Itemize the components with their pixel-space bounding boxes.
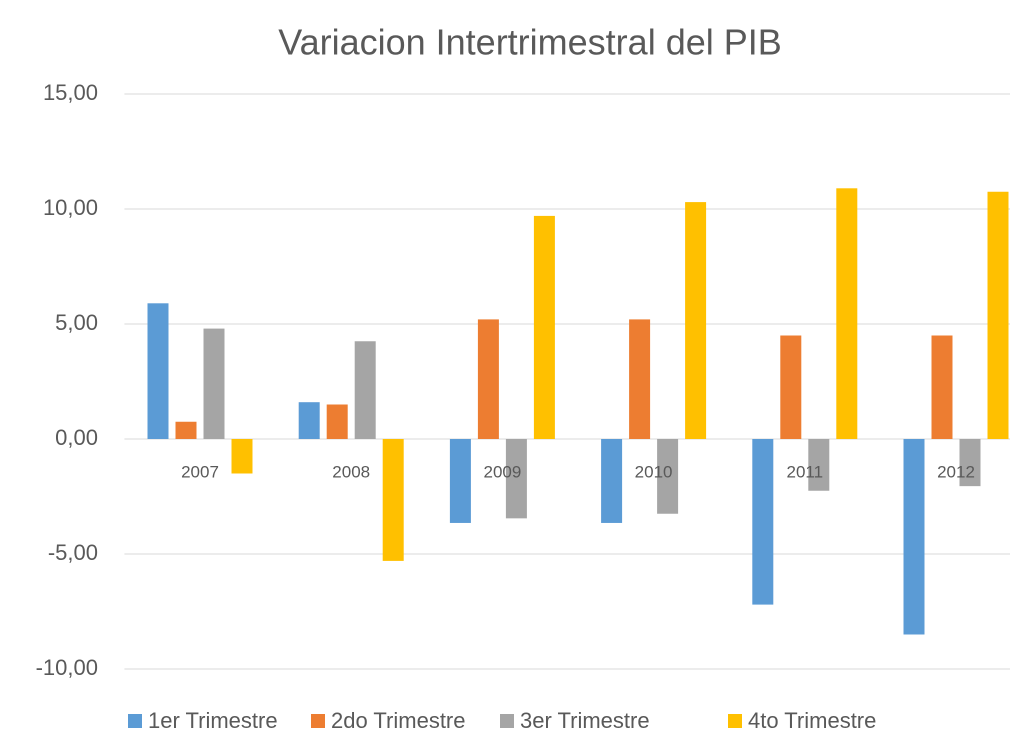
bar bbox=[685, 202, 707, 439]
bar bbox=[752, 439, 774, 605]
y-tick-label: 0,00 bbox=[55, 425, 98, 450]
bar bbox=[657, 439, 679, 514]
bar bbox=[808, 439, 830, 491]
bar bbox=[175, 421, 197, 439]
bar bbox=[780, 335, 802, 439]
y-tick-label: 5,00 bbox=[55, 310, 98, 335]
bar bbox=[298, 402, 320, 439]
legend-label: 4to Trimestre bbox=[748, 708, 876, 733]
x-tick-label: 2008 bbox=[332, 462, 370, 481]
bar bbox=[931, 335, 953, 439]
bar bbox=[354, 341, 376, 439]
x-tick-label: 2009 bbox=[483, 462, 521, 481]
legend-swatch bbox=[728, 714, 742, 728]
legend-label: 3er Trimestre bbox=[520, 708, 650, 733]
x-tick-label: 2012 bbox=[937, 462, 975, 481]
x-tick-label: 2007 bbox=[181, 462, 219, 481]
legend-label: 1er Trimestre bbox=[148, 708, 278, 733]
bar bbox=[231, 439, 253, 474]
bar bbox=[505, 439, 527, 519]
bar bbox=[477, 319, 499, 439]
y-tick-label: 15,00 bbox=[43, 80, 98, 105]
bar bbox=[382, 439, 404, 561]
x-tick-label: 2010 bbox=[635, 462, 673, 481]
bar bbox=[601, 439, 623, 523]
chart-title: Variacion Intertrimestral del PIB bbox=[278, 22, 782, 63]
bar bbox=[987, 191, 1009, 439]
y-tick-label: 10,00 bbox=[43, 195, 98, 220]
y-tick-label: -10,00 bbox=[36, 655, 98, 680]
bar bbox=[959, 439, 981, 487]
bar bbox=[533, 215, 555, 439]
legend-label: 2do Trimestre bbox=[331, 708, 466, 733]
bar bbox=[449, 439, 471, 523]
legend-swatch bbox=[128, 714, 142, 728]
legend-swatch bbox=[500, 714, 514, 728]
bar bbox=[836, 188, 858, 439]
bar bbox=[147, 303, 169, 439]
bar bbox=[203, 328, 225, 439]
y-tick-label: -5,00 bbox=[48, 540, 98, 565]
legend-swatch bbox=[311, 714, 325, 728]
x-tick-label: 2011 bbox=[787, 462, 824, 481]
bar bbox=[629, 319, 651, 439]
bar bbox=[326, 404, 348, 439]
bar bbox=[903, 439, 925, 635]
